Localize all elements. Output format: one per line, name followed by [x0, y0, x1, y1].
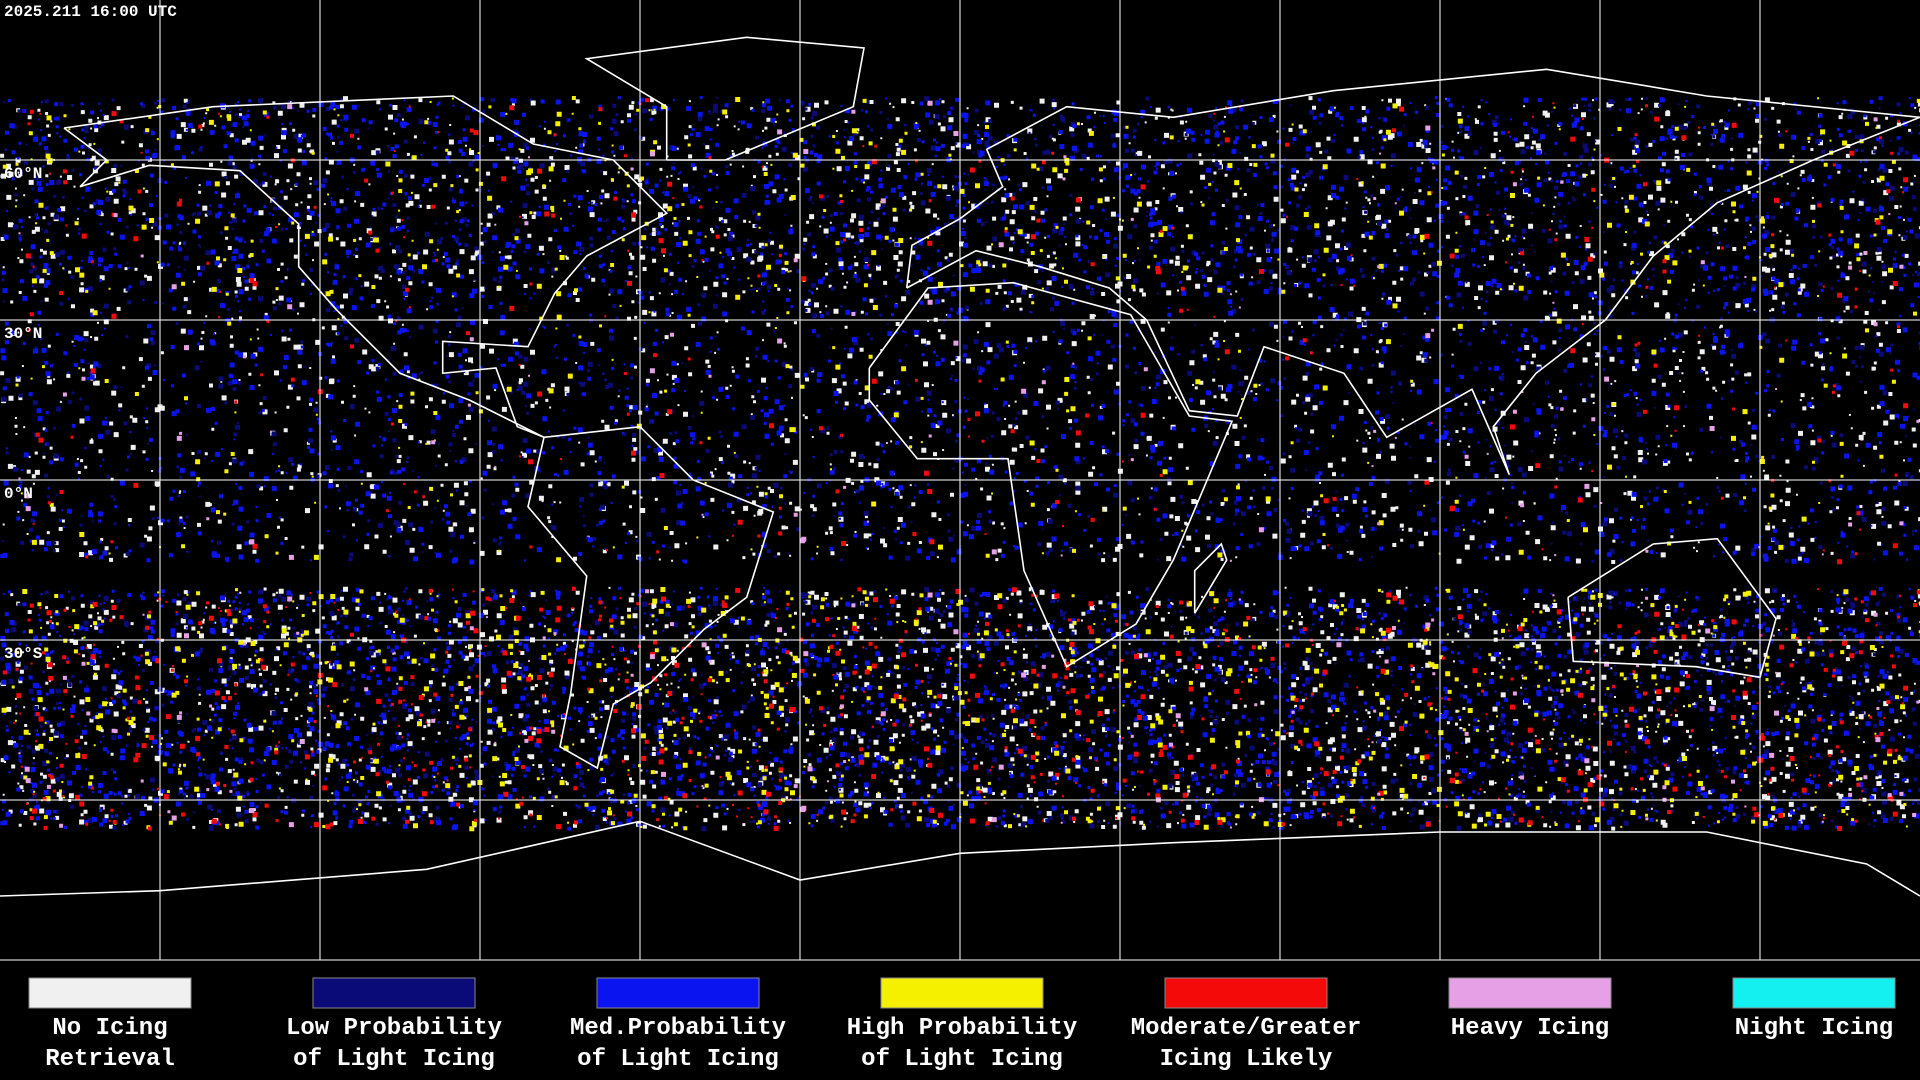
latitude-label: 30°S: [4, 645, 43, 663]
timestamp: 2025.211 16:00 UTC: [4, 3, 177, 21]
legend-label: Icing Likely: [1160, 1046, 1333, 1073]
graticule: [0, 0, 1920, 961]
legend-label: Med.Probability: [570, 1015, 786, 1042]
legend-swatch: [28, 977, 192, 1009]
coastline: [527, 425, 775, 770]
legend-label: No Icing: [52, 1015, 167, 1042]
legend-swatch: [1732, 977, 1896, 1009]
coastline: [868, 281, 1234, 668]
legend-swatch: [880, 977, 1044, 1009]
latitude-label: 0°N: [4, 485, 33, 503]
legend-label: of Light Icing: [577, 1046, 779, 1073]
legend-label: of Light Icing: [861, 1046, 1063, 1073]
legend-label: Retrieval: [45, 1046, 175, 1073]
coastline: [1567, 537, 1777, 679]
legend-swatch: [312, 977, 476, 1009]
legend-label: Moderate/Greater: [1131, 1015, 1361, 1042]
latitude-labels: 60°N 30°N 0°N 30°S: [4, 165, 43, 663]
legend-label: Low Probability: [286, 1015, 502, 1042]
legend-label: Night Icing: [1735, 1015, 1893, 1042]
legend-label: High Probability: [847, 1015, 1077, 1042]
legend-label: Heavy Icing: [1451, 1015, 1609, 1042]
legend-swatch: [596, 977, 760, 1009]
coastline: [584, 36, 865, 161]
latitude-label: 30°N: [4, 325, 42, 343]
legend-swatch: [1164, 977, 1328, 1009]
legend-label: of Light Icing: [293, 1046, 495, 1073]
icing-speckle: [2, 98, 1920, 831]
legend: No Icing Retrieval Low Probability of Light…: [28, 977, 1896, 1073]
legend-swatch: [1448, 977, 1612, 1009]
latitude-label: 60°N: [4, 165, 42, 183]
coastline: [63, 95, 669, 439]
coastline: [1193, 542, 1228, 614]
